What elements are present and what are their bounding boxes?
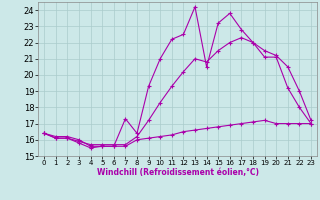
- X-axis label: Windchill (Refroidissement éolien,°C): Windchill (Refroidissement éolien,°C): [97, 168, 259, 177]
